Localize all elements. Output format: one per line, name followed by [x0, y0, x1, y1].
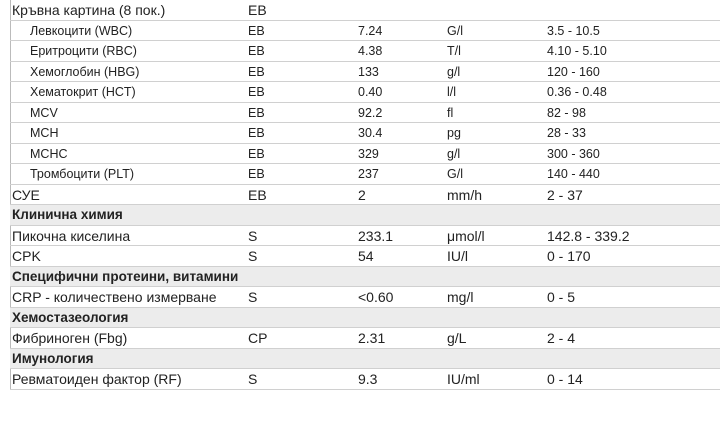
result-row: Ревматоиден фактор (RF) S 9.3 IU/ml 0 - 14 [10, 369, 720, 390]
method: CP [248, 330, 268, 346]
result: 329 [358, 146, 379, 161]
section-header: Клинична химия [10, 205, 720, 226]
unit: pg [447, 126, 461, 140]
section-header: Специфични протеини, витамини [10, 266, 720, 287]
test-name: Пикочна киселина [12, 227, 131, 244]
test-name: MCHC [30, 146, 68, 161]
result: 233.1 [358, 227, 394, 244]
reference-range: 2 - 4 [547, 330, 576, 346]
test-name: MCH [30, 126, 59, 140]
result: 2 [358, 186, 366, 203]
result: 4.38 [358, 44, 383, 58]
method: S [248, 227, 258, 244]
unit: μmol/l [447, 227, 485, 244]
test-name: Тромбоцити (PLT) [30, 167, 135, 181]
unit: fl [447, 105, 454, 120]
reference-range: 142.8 - 339.2 [547, 227, 630, 244]
section-title: Хемостазеология [12, 309, 129, 325]
unit: g/l [447, 64, 461, 79]
test-name: Хематокрит (HCT) [30, 85, 136, 99]
result: 9.3 [358, 371, 378, 387]
method: ЕВ [248, 64, 265, 79]
unit: IU/ml [447, 371, 480, 387]
reference-range: 28 - 33 [547, 126, 586, 140]
test-name: MCV [30, 105, 58, 120]
test-name: СУЕ [12, 186, 40, 203]
reference-range: 0 - 170 [547, 248, 591, 264]
unit: G/l [447, 23, 463, 38]
reference-range: 300 - 360 [547, 146, 600, 161]
panel-row: Кръвна картина (8 пок.) ЕВ [10, 0, 720, 21]
reference-range: 3.5 - 10.5 [547, 23, 600, 38]
section-title: Имунология [12, 350, 94, 366]
method: S [248, 289, 258, 305]
unit: mm/h [447, 186, 482, 203]
unit: G/l [447, 167, 463, 181]
unit: IU/l [447, 248, 468, 264]
section-header: Хемостазеология [10, 307, 720, 328]
result-row: MCV ЕВ 92.2 fl 82 - 98 [10, 103, 720, 123]
result: <0.60 [358, 289, 394, 305]
table-frame [10, 0, 720, 390]
unit: l/l [447, 85, 457, 99]
reference-range: 0.36 - 0.48 [547, 85, 607, 99]
test-name: CPK [12, 248, 41, 264]
result-row: CPK S 54 IU/l 0 - 170 [10, 246, 720, 267]
method: ЕВ [248, 105, 265, 120]
section-title: Клинична химия [12, 207, 123, 222]
section-header: Имунология [10, 348, 720, 369]
method: ЕВ [248, 2, 267, 18]
test-name: Ревматоиден фактор (RF) [12, 371, 182, 387]
method: ЕВ [248, 146, 265, 161]
result: 2.31 [358, 330, 386, 346]
result-row: Фибриноген (Fbg) CP 2.31 g/L 2 - 4 [10, 328, 720, 349]
result-row: Тромбоцити (PLT) ЕВ 237 G/l 140 - 440 [10, 164, 720, 185]
method: S [248, 371, 258, 387]
unit: g/l [447, 146, 461, 161]
result-row: СУЕ ЕВ 2 mm/h 2 - 37 [10, 185, 720, 205]
reference-range: 140 - 440 [547, 167, 600, 181]
result-row: Хемоглобин (HBG) ЕВ 133 g/l 120 - 160 [10, 62, 720, 82]
reference-range: 4.10 - 5.10 [547, 44, 607, 58]
result: 0.40 [358, 85, 383, 99]
test-name: Хемоглобин (HBG) [30, 64, 140, 79]
test-name: CRP - количествено измерване [12, 289, 217, 305]
result: 237 [358, 167, 379, 181]
method: ЕВ [248, 44, 265, 58]
result-row: Еритроцити (RBC) ЕВ 4.38 T/l 4.10 - 5.10 [10, 41, 720, 62]
unit: g/L [447, 330, 467, 346]
result-row: MCH ЕВ 30.4 pg 28 - 33 [10, 123, 720, 144]
result-row: Левкоцити (WBC) ЕВ 7.24 G/l 3.5 - 10.5 [10, 21, 720, 41]
method: S [248, 248, 258, 264]
test-name: Левкоцити (WBC) [30, 23, 133, 38]
unit: T/l [447, 44, 461, 58]
result: 30.4 [358, 126, 383, 140]
method: ЕВ [248, 167, 265, 181]
method: ЕВ [248, 126, 265, 140]
test-name: Фибриноген (Fbg) [12, 330, 128, 346]
result-row: CRP - количествено измерване S <0.60 mg/l 0 … [10, 287, 720, 308]
result: 92.2 [358, 105, 383, 120]
method: ЕВ [248, 23, 265, 38]
result: 133 [358, 64, 379, 79]
reference-range: 120 - 160 [547, 64, 600, 79]
panel-name: Кръвна картина (8 пок.) [12, 2, 166, 18]
section-title: Специфични протеини, витамини [12, 268, 239, 284]
result-row: Хематокрит (HCT) ЕВ 0.40 l/l 0.36 - 0.48 [10, 82, 720, 103]
unit: mg/l [447, 289, 474, 305]
reference-range: 0 - 5 [547, 289, 576, 305]
reference-range: 82 - 98 [547, 105, 586, 120]
result-row: MCHC ЕВ 329 g/l 300 - 360 [10, 144, 720, 164]
method: ЕВ [248, 186, 267, 203]
result: 54 [358, 248, 374, 264]
method: ЕВ [248, 85, 265, 99]
reference-range: 0 - 14 [547, 371, 583, 387]
test-name: Еритроцити (RBC) [30, 44, 137, 58]
result: 7.24 [358, 23, 383, 38]
result-row: Пикочна киселина S 233.1 μmol/l 142.8 - 339.… [10, 226, 720, 246]
reference-range: 2 - 37 [547, 186, 583, 203]
